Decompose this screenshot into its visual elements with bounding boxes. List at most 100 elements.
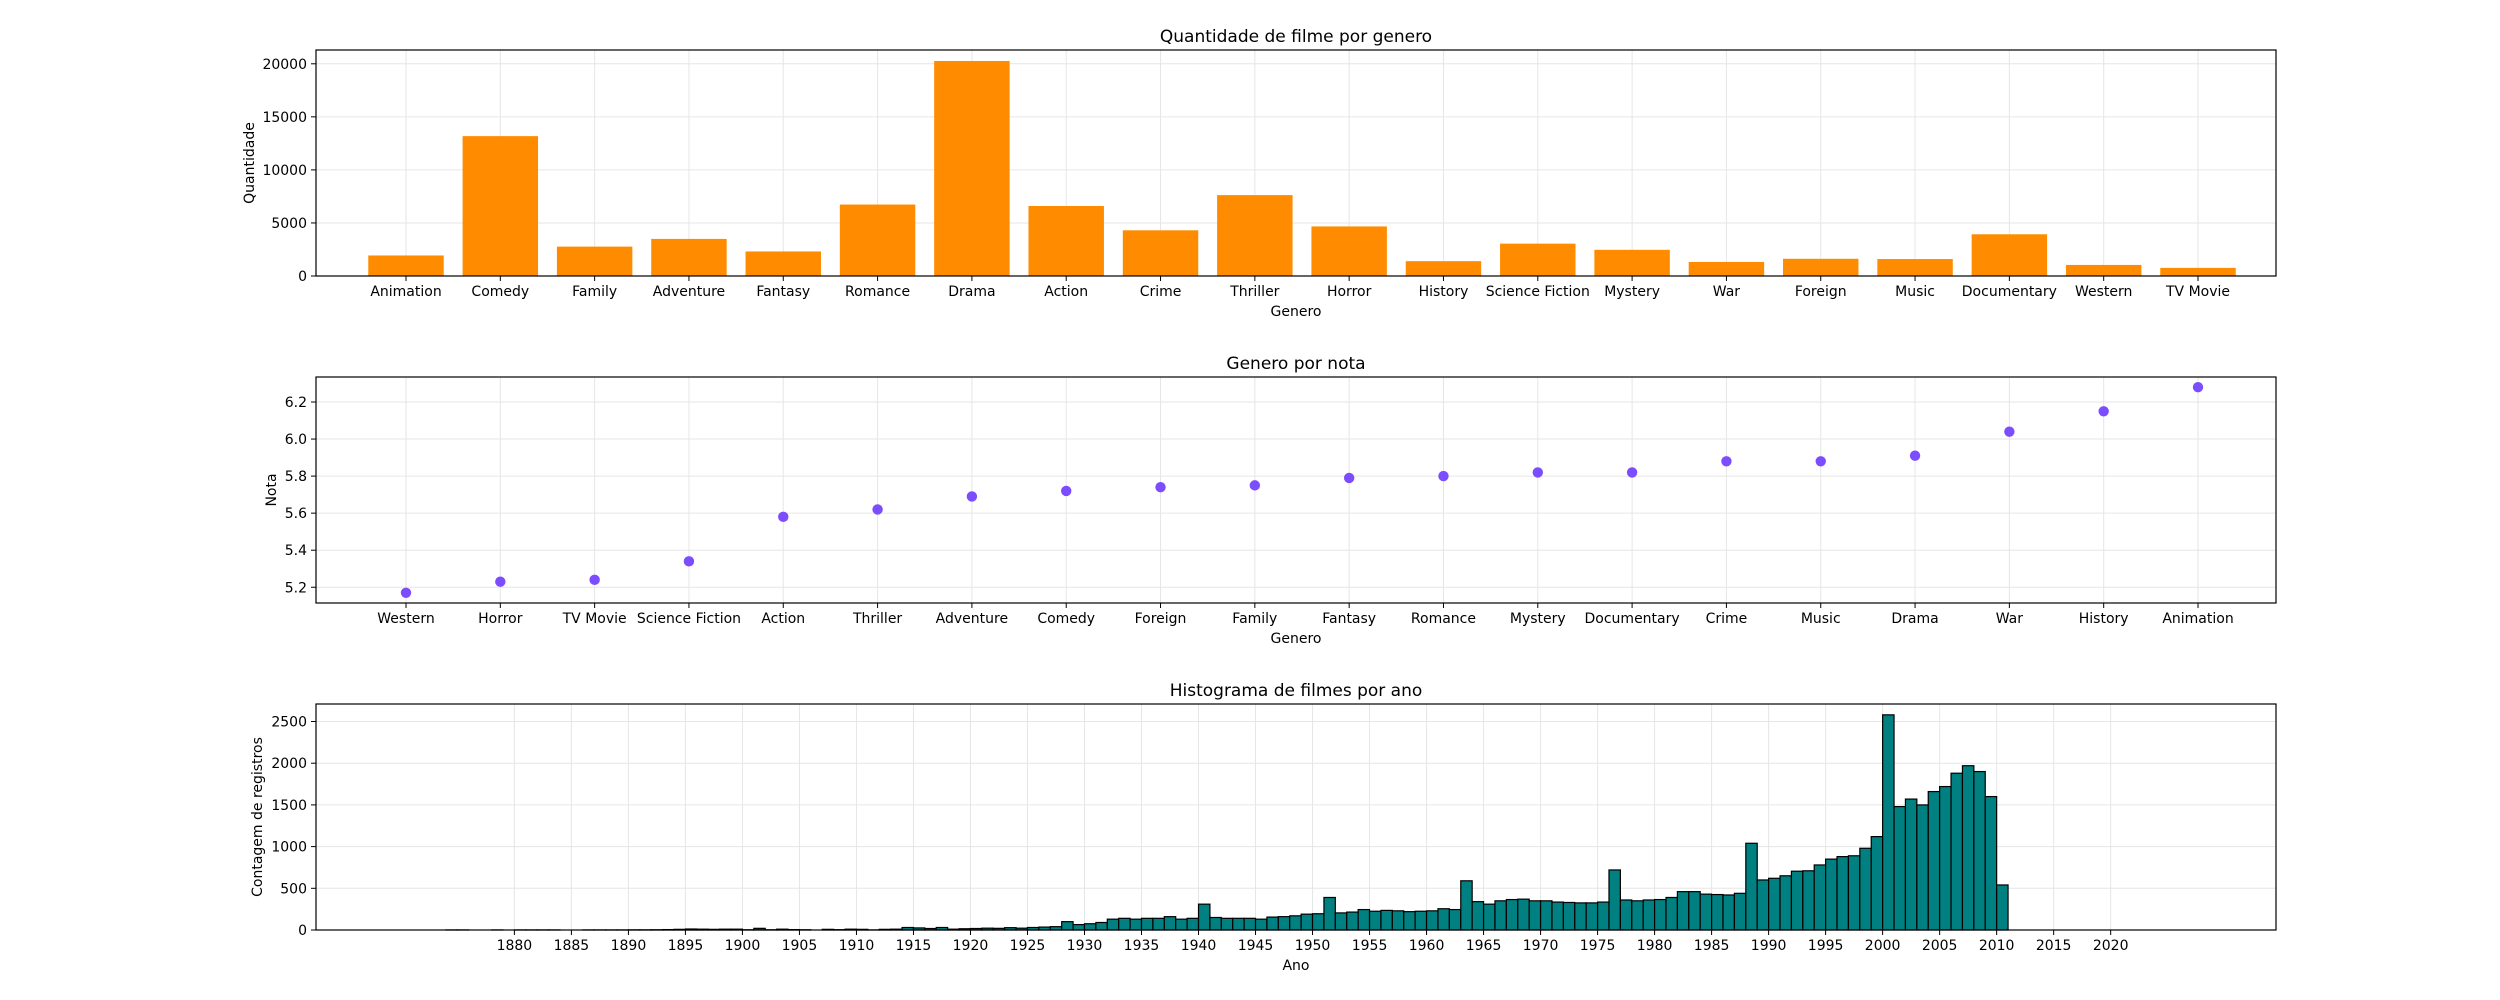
bar-documentary xyxy=(1971,234,2048,276)
histogram-bar-1958 xyxy=(1403,911,1416,931)
x-tick-label-thriller: Thriller xyxy=(1229,284,1279,300)
y-tick-label: 6.0 xyxy=(285,432,307,448)
x-tick-label: 1940 xyxy=(1181,938,1217,954)
x-tick-label: 1930 xyxy=(1067,938,1103,954)
y-tick-label: 1000 xyxy=(271,840,307,856)
x-tick-label-animation: Animation xyxy=(2162,611,2233,627)
chart-title: Genero por nota xyxy=(1226,354,1365,374)
bar-war xyxy=(1688,261,1765,276)
histogram-bar-1967 xyxy=(1505,898,1519,931)
x-tick-label-drama: Drama xyxy=(948,284,995,300)
bars xyxy=(368,60,2236,276)
x-tick-label-history: History xyxy=(2079,611,2129,627)
histogram-bar-1951 xyxy=(1323,896,1336,931)
histogram-bar-1928 xyxy=(1061,921,1074,931)
histogram-bar-1984 xyxy=(1699,893,1713,931)
histogram-bar-2008 xyxy=(1973,770,1986,931)
histogram-bar-2007 xyxy=(1961,765,1975,931)
x-tick-label-documentary: Documentary xyxy=(1962,284,2057,300)
y-ticks: 0 500 1000 1500 2000 2500 xyxy=(271,715,316,939)
histogram-bar-1943 xyxy=(1232,917,1245,931)
chart-title: Quantidade de filme por genero xyxy=(1160,27,1432,47)
point-tv-movie xyxy=(589,574,600,586)
y-tick-label: 500 xyxy=(280,881,307,897)
x-tick-label: 1900 xyxy=(725,938,761,954)
histogram-bar-1976 xyxy=(1608,869,1621,931)
x-axis-label: Genero xyxy=(1271,304,1322,320)
point-music xyxy=(1815,456,1826,467)
y-tick-label: 5000 xyxy=(271,216,307,232)
y-tick-label: 5.6 xyxy=(285,506,307,522)
x-tick-label-foreign: Foreign xyxy=(1135,611,1187,627)
year-histogram-chart: Histograma de filmes por ano 0 500 1000 150… xyxy=(250,681,2277,974)
histogram-bar-1975 xyxy=(1596,901,1610,931)
bar-drama xyxy=(934,60,1010,276)
bar-action xyxy=(1028,206,1104,276)
histogram-bar-1962 xyxy=(1448,908,1462,931)
x-tick-label: 1975 xyxy=(1580,938,1616,954)
histogram-bar-1949 xyxy=(1300,913,1314,931)
point-western xyxy=(400,587,412,599)
histogram-bar-1950 xyxy=(1311,913,1325,931)
x-tick-label-animation: Animation xyxy=(370,284,441,300)
genre-count-chart: Quantidade de filme por genero 0 5000 1000… xyxy=(242,27,2277,320)
x-tick-label-western: Western xyxy=(2075,284,2132,300)
point-horror xyxy=(495,576,506,587)
histogram-bar-1961 xyxy=(1437,908,1450,931)
x-axis-label: Genero xyxy=(1271,631,1322,647)
histogram-bar-1959 xyxy=(1414,910,1428,931)
histogram-bar-2005 xyxy=(1939,785,1952,931)
histogram-bar-1970 xyxy=(1539,900,1553,931)
histogram-bar-1960 xyxy=(1425,910,1439,931)
plot-frame xyxy=(315,49,2277,277)
y-ticks: 5.2 5.4 5.6 5.8 6.0 6.2 xyxy=(285,395,316,596)
y-axis-label: Nota xyxy=(264,473,280,506)
y-tick-label: 6.2 xyxy=(285,395,307,411)
x-ticks: Western Horror TV Movie Science Fiction Acti… xyxy=(377,603,2234,627)
histogram-bar-2001 xyxy=(1893,805,1907,931)
histogram-bar-1952 xyxy=(1334,912,1348,931)
x-tick-label-documentary: Documentary xyxy=(1585,611,1680,627)
histogram-bar-1988 xyxy=(1745,842,1758,931)
histogram-bar-1997 xyxy=(1847,855,1861,931)
bar-tv-movie xyxy=(2160,267,2236,276)
histogram-bar-1948 xyxy=(1289,915,1302,931)
point-history xyxy=(2098,406,2109,417)
y-tick-label: 5.4 xyxy=(285,543,307,559)
y-tick-label: 2000 xyxy=(271,756,307,772)
histogram-bar-1983 xyxy=(1688,891,1701,931)
point-crime xyxy=(1721,456,1732,467)
x-tick-label: 1885 xyxy=(554,938,590,954)
histogram-bar-1980 xyxy=(1653,898,1667,931)
x-tick-label-tv-movie: TV Movie xyxy=(562,611,627,627)
x-tick-label: 1905 xyxy=(782,938,818,954)
y-tick-label: 0 xyxy=(298,923,307,939)
histogram-bar-1932 xyxy=(1106,918,1120,931)
point-drama xyxy=(1909,450,1921,461)
histogram-bar-1993 xyxy=(1802,870,1815,931)
histogram-bar-1973 xyxy=(1574,902,1587,931)
histogram-bar-1992 xyxy=(1790,870,1804,931)
histogram-bar-1965 xyxy=(1482,903,1496,931)
plot-frame xyxy=(315,703,2277,931)
histogram-bar-1947 xyxy=(1277,916,1291,931)
x-tick-label-horror: Horror xyxy=(1327,284,1372,300)
histogram-bar-1937 xyxy=(1163,916,1177,931)
x-tick-label-war: War xyxy=(1996,611,2024,627)
histogram-bar-1978 xyxy=(1631,900,1644,931)
bar-mystery xyxy=(1594,249,1670,276)
x-ticks: 1880 1885 1890 1895 1900 1905 1910 1915 1920 1925… xyxy=(497,930,2128,954)
histogram-bar-1930 xyxy=(1083,923,1097,931)
x-tick-label-fantasy: Fantasy xyxy=(1322,611,1376,627)
histogram-bar-1929 xyxy=(1072,923,1086,931)
point-science-fiction xyxy=(683,556,695,567)
histogram-bar-1942 xyxy=(1220,917,1234,931)
point-fantasy xyxy=(1343,472,1355,484)
histogram-bar-2000 xyxy=(1882,714,1895,931)
x-tick-label: 1955 xyxy=(1352,938,1388,954)
genre-rating-chart: Genero por nota 5.2 5.4 5.6 5.8 6.0 6.2 Weste… xyxy=(264,354,2277,647)
x-tick-label-western: Western xyxy=(377,611,434,627)
x-tick-label: 1935 xyxy=(1124,938,1160,954)
histogram-bar-1954 xyxy=(1357,908,1371,931)
histogram-bar-2009 xyxy=(1984,795,1998,931)
